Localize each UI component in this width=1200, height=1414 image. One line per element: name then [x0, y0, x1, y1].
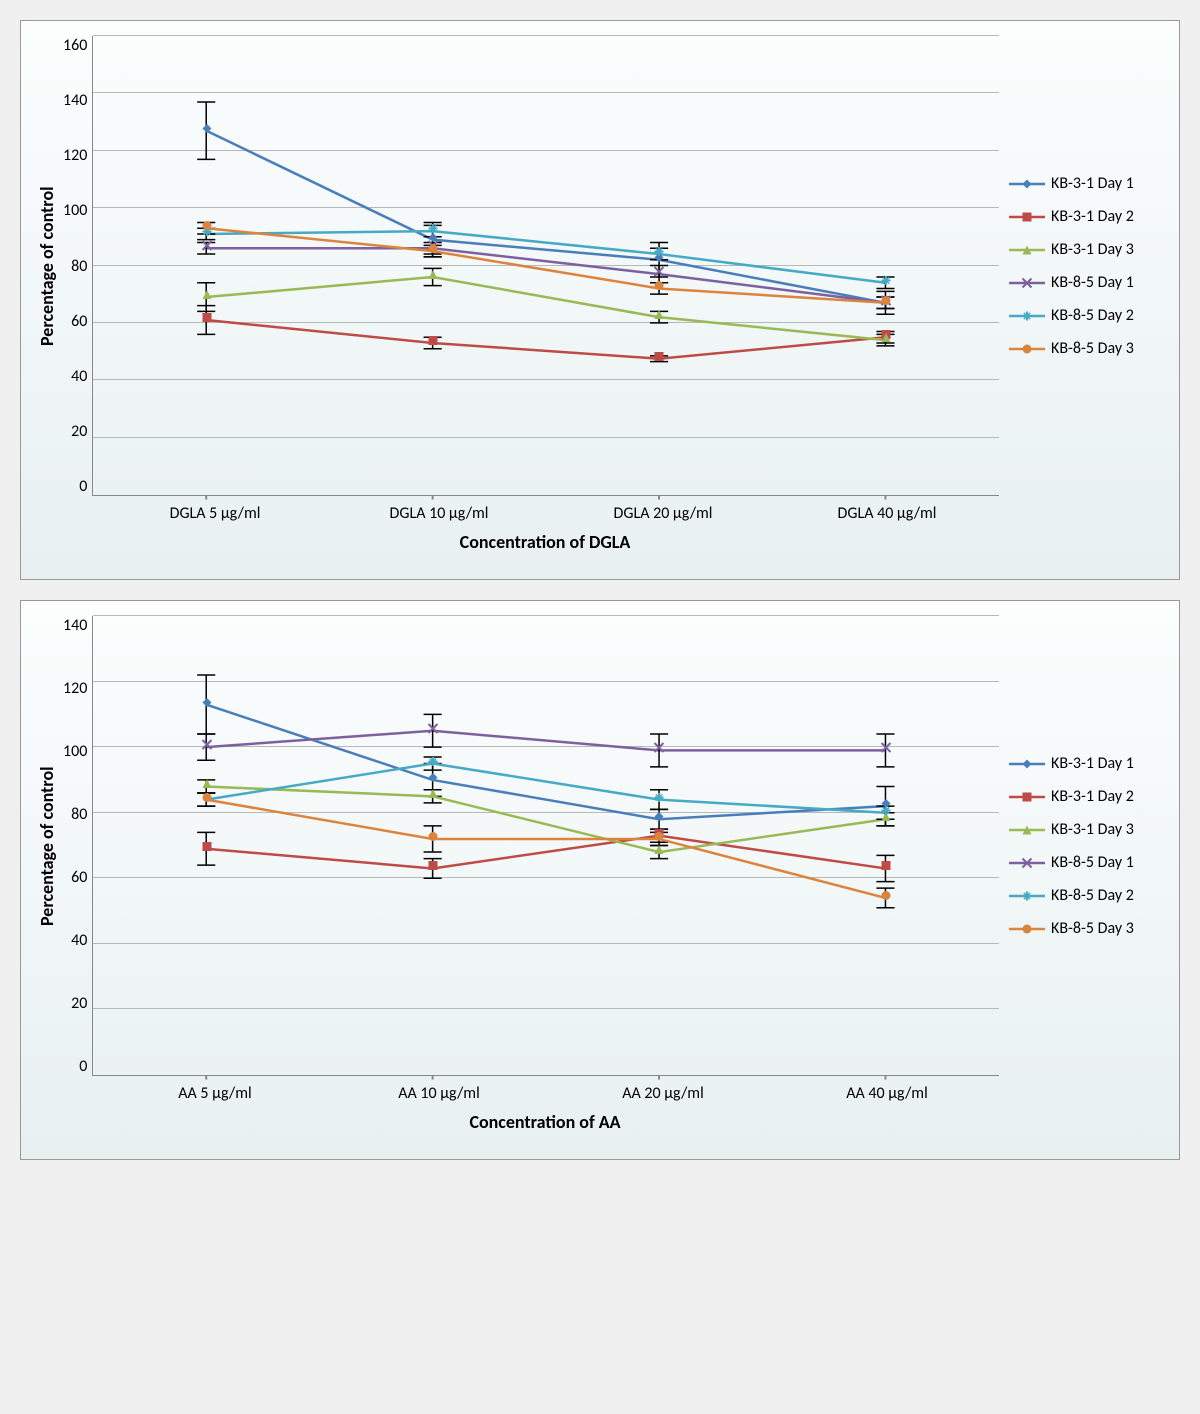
legend-item: KB-3-1 Day 3 [1009, 820, 1169, 839]
x-axis-label: Concentration of AA [91, 1111, 999, 1133]
legend-label: KB-3-1 Day 2 [1051, 207, 1134, 226]
charts-root: Percentage of control1601401201008060402… [20, 20, 1180, 1160]
x-tick-label: DGLA 40 μg/ml [775, 504, 999, 523]
legend-item: KB-3-1 Day 2 [1009, 787, 1169, 806]
y-tick-label: 40 [71, 931, 87, 950]
y-tick-label: 60 [71, 868, 87, 887]
error-bar [197, 675, 215, 734]
legend-label: KB-3-1 Day 3 [1051, 240, 1134, 259]
legend-item: KB-3-1 Day 1 [1009, 754, 1169, 773]
y-tick-label: 100 [63, 742, 87, 761]
x-tick-label: AA 20 μg/ml [551, 1084, 775, 1103]
series-line [207, 705, 886, 820]
legend-label: KB-8-5 Day 1 [1051, 853, 1134, 872]
x-axis-label: Concentration of DGLA [91, 531, 999, 553]
error-bar [197, 102, 215, 159]
plot-area [92, 36, 999, 496]
legend-label: KB-3-1 Day 1 [1051, 754, 1134, 773]
legend-item: KB-3-1 Day 1 [1009, 174, 1169, 193]
legend-label: KB-8-5 Day 3 [1051, 339, 1134, 358]
legend-label: KB-8-5 Day 2 [1051, 886, 1134, 905]
plot-svg [93, 616, 999, 1075]
legend-label: KB-3-1 Day 3 [1051, 820, 1134, 839]
legend-item: KB-8-5 Day 3 [1009, 919, 1169, 938]
legend-item: KB-8-5 Day 2 [1009, 306, 1169, 325]
legend-item: KB-3-1 Day 3 [1009, 240, 1169, 259]
x-ticks: AA 5 μg/mlAA 10 μg/mlAA 20 μg/mlAA 40 μg… [103, 1076, 999, 1103]
y-tick-label: 20 [71, 422, 87, 441]
series-line [207, 248, 886, 303]
plot-svg [93, 36, 999, 495]
x-tick-label: DGLA 5 μg/ml [103, 504, 327, 523]
x-tick-label: AA 40 μg/ml [775, 1084, 999, 1103]
series-line [207, 131, 886, 303]
x-tick-label: DGLA 20 μg/ml [551, 504, 775, 523]
y-tick-label: 120 [63, 679, 87, 698]
legend-item: KB-8-5 Day 2 [1009, 886, 1169, 905]
legend-item: KB-8-5 Day 3 [1009, 339, 1169, 358]
x-tick-label: DGLA 10 μg/ml [327, 504, 551, 523]
series-line [207, 764, 886, 813]
y-axis-label: Percentage of control [31, 36, 63, 496]
y-tick-label: 0 [79, 477, 87, 496]
plot-area [92, 616, 999, 1076]
series-line [207, 320, 886, 359]
error-bar [877, 888, 895, 908]
y-tick-label: 80 [71, 805, 87, 824]
y-tick-label: 160 [63, 36, 87, 55]
x-ticks: DGLA 5 μg/mlDGLA 10 μg/mlDGLA 20 μg/mlDG… [103, 496, 999, 523]
y-ticks: 160 140 120 100 80 60 40 20 0 [63, 36, 92, 496]
legend-label: KB-3-1 Day 1 [1051, 174, 1134, 193]
y-tick-label: 100 [63, 201, 87, 220]
legend-item: KB-8-5 Day 1 [1009, 273, 1169, 292]
series-line [207, 836, 886, 869]
chart-dgla: Percentage of control160 140 120 100 80 60 40 2… [20, 20, 1180, 580]
y-tick-label: 120 [63, 146, 87, 165]
legend-label: KB-8-5 Day 2 [1051, 306, 1134, 325]
y-tick-label: 20 [71, 994, 87, 1013]
x-tick-label: AA 10 μg/ml [327, 1084, 551, 1103]
legend: KB-3-1 Day 1 KB-3-1 Day 2 KB-3-1 Day 3 K… [999, 616, 1169, 1076]
y-axis-label: Percentage of control [31, 616, 63, 1076]
y-tick-label: 80 [71, 257, 87, 276]
legend-label: KB-8-5 Day 3 [1051, 919, 1134, 938]
y-ticks: 140 120 100 80 60 40 20 0 [63, 616, 92, 1076]
legend: KB-3-1 Day 1 KB-3-1 Day 2 KB-3-1 Day 3 K… [999, 36, 1169, 496]
series-line [207, 800, 886, 898]
y-tick-label: 140 [63, 91, 87, 110]
legend-item: KB-3-1 Day 2 [1009, 207, 1169, 226]
chart-aa: Percentage of control140 120 100 80 60 40 20 0 [20, 600, 1180, 1160]
series-line [207, 731, 886, 751]
y-tick-label: 0 [79, 1057, 87, 1076]
y-tick-label: 40 [71, 367, 87, 386]
x-tick-label: AA 5 μg/ml [103, 1084, 327, 1103]
legend-item: KB-8-5 Day 1 [1009, 853, 1169, 872]
series-line [207, 228, 886, 303]
y-tick-label: 60 [71, 312, 87, 331]
series-line [207, 786, 886, 852]
legend-label: KB-8-5 Day 1 [1051, 273, 1134, 292]
y-tick-label: 140 [63, 616, 87, 635]
legend-label: KB-3-1 Day 2 [1051, 787, 1134, 806]
